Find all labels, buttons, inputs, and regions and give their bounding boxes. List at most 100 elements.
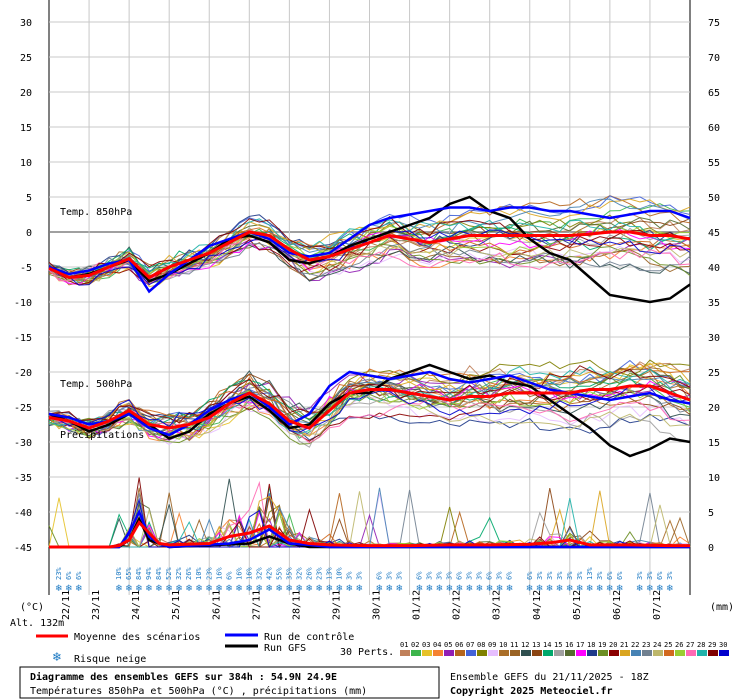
perturbation-swatch <box>642 650 652 656</box>
right-tick-label: 60 <box>708 123 720 134</box>
ensemble-line-t850 <box>48 215 691 279</box>
ensemble-line-t850 <box>48 198 691 276</box>
chart-subtitle: Températures 850hPa et 500hPa (°C) , pré… <box>30 685 367 697</box>
perturbation-swatch <box>488 650 498 656</box>
snow-risk-value: 13% <box>586 567 594 580</box>
x-date-label: 03/12 <box>492 590 503 620</box>
snow-risk-value: 16% <box>235 567 243 580</box>
snowflake-icon: ❄ <box>265 584 273 594</box>
snow-risk-value: 6% <box>65 571 73 580</box>
right-tick-label: 15 <box>708 438 720 449</box>
snowflake-icon: ❄ <box>185 584 193 594</box>
snow-risk-value: 10% <box>115 567 123 580</box>
snow-risk-value: 6% <box>526 571 534 580</box>
x-date-label: 26/11 <box>211 590 222 620</box>
x-date-label: 07/12 <box>652 590 663 620</box>
snowflake-icon: ❄ <box>566 584 574 594</box>
snow-risk-value: 10% <box>195 567 203 580</box>
ensemble-line-t500 <box>48 397 691 444</box>
perturbation-id: 05 <box>444 641 452 649</box>
perturbation-id: 24 <box>653 641 661 649</box>
snowflake-icon: ❄ <box>506 584 514 594</box>
snow-risk-value: 3% <box>446 571 454 580</box>
snowflake-icon: ❄ <box>285 584 293 594</box>
x-date-label: 05/12 <box>572 590 583 620</box>
snowflake-icon: ❄ <box>536 584 544 594</box>
snowflake-icon: ❄ <box>576 584 584 594</box>
legend: Moyenne des scénarios Run de contrôle Ru… <box>36 631 729 665</box>
left-tick-label: -45 <box>14 543 32 554</box>
perturbation-id: 02 <box>411 641 419 649</box>
perturbation-id: 07 <box>466 641 474 649</box>
perturbation-swatch <box>510 650 520 656</box>
snow-risk-value: 3% <box>345 571 353 580</box>
snowflake-icon: ❄ <box>476 584 484 594</box>
snowflake-icon: ❄ <box>52 650 62 664</box>
perturbation-id: 26 <box>675 641 683 649</box>
right-tick-label: 40 <box>708 263 720 274</box>
snow-risk-value: 32% <box>255 567 263 580</box>
perturbation-swatch <box>708 650 718 656</box>
snow-risk-value: 26% <box>305 567 313 580</box>
x-date-label: 27/11 <box>251 590 262 620</box>
snowflake-icon: ❄ <box>486 584 494 594</box>
mean-line-t850 <box>48 230 691 280</box>
snowflake-icon: ❄ <box>295 584 303 594</box>
snowflake-icon: ❄ <box>245 584 253 594</box>
snowflake-icon: ❄ <box>396 584 404 594</box>
left-tick-label: 0 <box>26 228 32 239</box>
snowflake-icon: ❄ <box>55 584 63 594</box>
snow-risk-value: 3% <box>556 571 564 580</box>
legend-gfs-label: Run GFS <box>264 643 306 654</box>
snowflake-icon: ❄ <box>666 584 674 594</box>
perturbation-id: 30 <box>719 641 727 649</box>
snowflake-icon: ❄ <box>466 584 474 594</box>
snow-risk-row: 23%❄6%❄6%❄10%❄65%❄84%❄94%❄84%❄52%❄32%❄26… <box>55 567 674 594</box>
snow-risk-value: 3% <box>396 571 404 580</box>
left-tick-label: 30 <box>20 18 32 29</box>
snowflake-icon: ❄ <box>456 584 464 594</box>
snowflake-icon: ❄ <box>135 584 143 594</box>
perturbation-swatch <box>499 650 509 656</box>
right-tick-label: 75 <box>708 18 720 29</box>
perturbation-swatch <box>400 650 410 656</box>
mean-line-precip <box>49 520 690 549</box>
run-info: Ensemble GEFS du 21/11/2025 - 18Z <box>450 672 649 683</box>
mean-line-t500 <box>48 384 691 430</box>
perturbation-id: 22 <box>631 641 639 649</box>
snow-risk-value: 84% <box>155 567 163 580</box>
perturbation-swatch <box>576 650 586 656</box>
perturbation-swatch <box>653 650 663 656</box>
perturbation-swatch <box>466 650 476 656</box>
left-tick-label: -10 <box>14 298 32 309</box>
snowflake-icon: ❄ <box>305 584 313 594</box>
legend-snow-label: Risque neige <box>74 654 146 665</box>
perturbation-id: 01 <box>400 641 408 649</box>
snow-risk-value: 6% <box>606 571 614 580</box>
ensemble-line-t850 <box>48 234 691 285</box>
snow-risk-value: 32% <box>175 567 183 580</box>
snowflake-icon: ❄ <box>145 584 153 594</box>
perturbation-swatch <box>697 650 707 656</box>
title-box <box>19 666 440 699</box>
perturbation-id: 08 <box>477 641 485 649</box>
x-date-label: 02/12 <box>452 590 463 620</box>
perturbation-swatch <box>433 650 443 656</box>
snowflake-icon: ❄ <box>115 584 123 594</box>
snow-risk-value: 42% <box>265 567 273 580</box>
perturbations-label: 30 Perts. <box>340 647 394 658</box>
perturbation-swatch <box>521 650 531 656</box>
snow-risk-value: 6% <box>416 571 424 580</box>
right-tick-label: 20 <box>708 403 720 414</box>
snowflake-icon: ❄ <box>646 584 654 594</box>
snowflake-icon: ❄ <box>175 584 183 594</box>
snow-risk-value: 6% <box>376 571 384 580</box>
snowflake-icon: ❄ <box>325 584 333 594</box>
perturbation-id: 11 <box>510 641 518 649</box>
left-tick-label: 5 <box>26 193 32 204</box>
snowflake-icon: ❄ <box>225 584 233 594</box>
right-tick-label: 50 <box>708 193 720 204</box>
perturbation-id: 04 <box>433 641 441 649</box>
snow-risk-value: 6% <box>75 571 83 580</box>
perturbation-swatch <box>444 650 454 656</box>
